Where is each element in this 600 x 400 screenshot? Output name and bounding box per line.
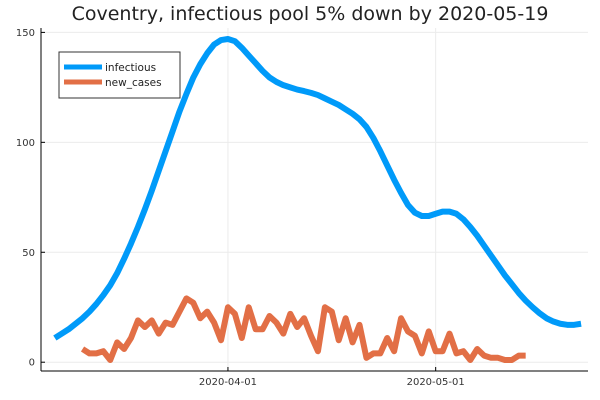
grid-lines [41, 28, 588, 371]
legend-box [58, 51, 181, 99]
y-tick-label: 100 [16, 138, 35, 149]
x-tick-label: 2020-05-01 [407, 377, 465, 388]
x-tick-label: 2020-04-01 [199, 377, 257, 388]
y-tick-labels: 0 50 100 150 [16, 28, 45, 369]
y-tick-label: 150 [16, 28, 35, 39]
legend: infectious new_cases [58, 51, 181, 99]
chart-title: Coventry, infectious pool 5% down by 202… [72, 3, 549, 25]
series-line-infectious [53, 35, 582, 341]
x-tick-labels: 2020-04-01 2020-05-01 [199, 367, 465, 388]
y-tick-label: 0 [29, 358, 35, 369]
series-line-new-cases [80, 295, 526, 364]
legend-label-infectious: infectious [105, 62, 156, 74]
y-tick-label: 50 [22, 248, 35, 259]
axes [40, 28, 588, 372]
series-lines [53, 35, 582, 364]
legend-label-new-cases: new_cases [105, 77, 162, 89]
